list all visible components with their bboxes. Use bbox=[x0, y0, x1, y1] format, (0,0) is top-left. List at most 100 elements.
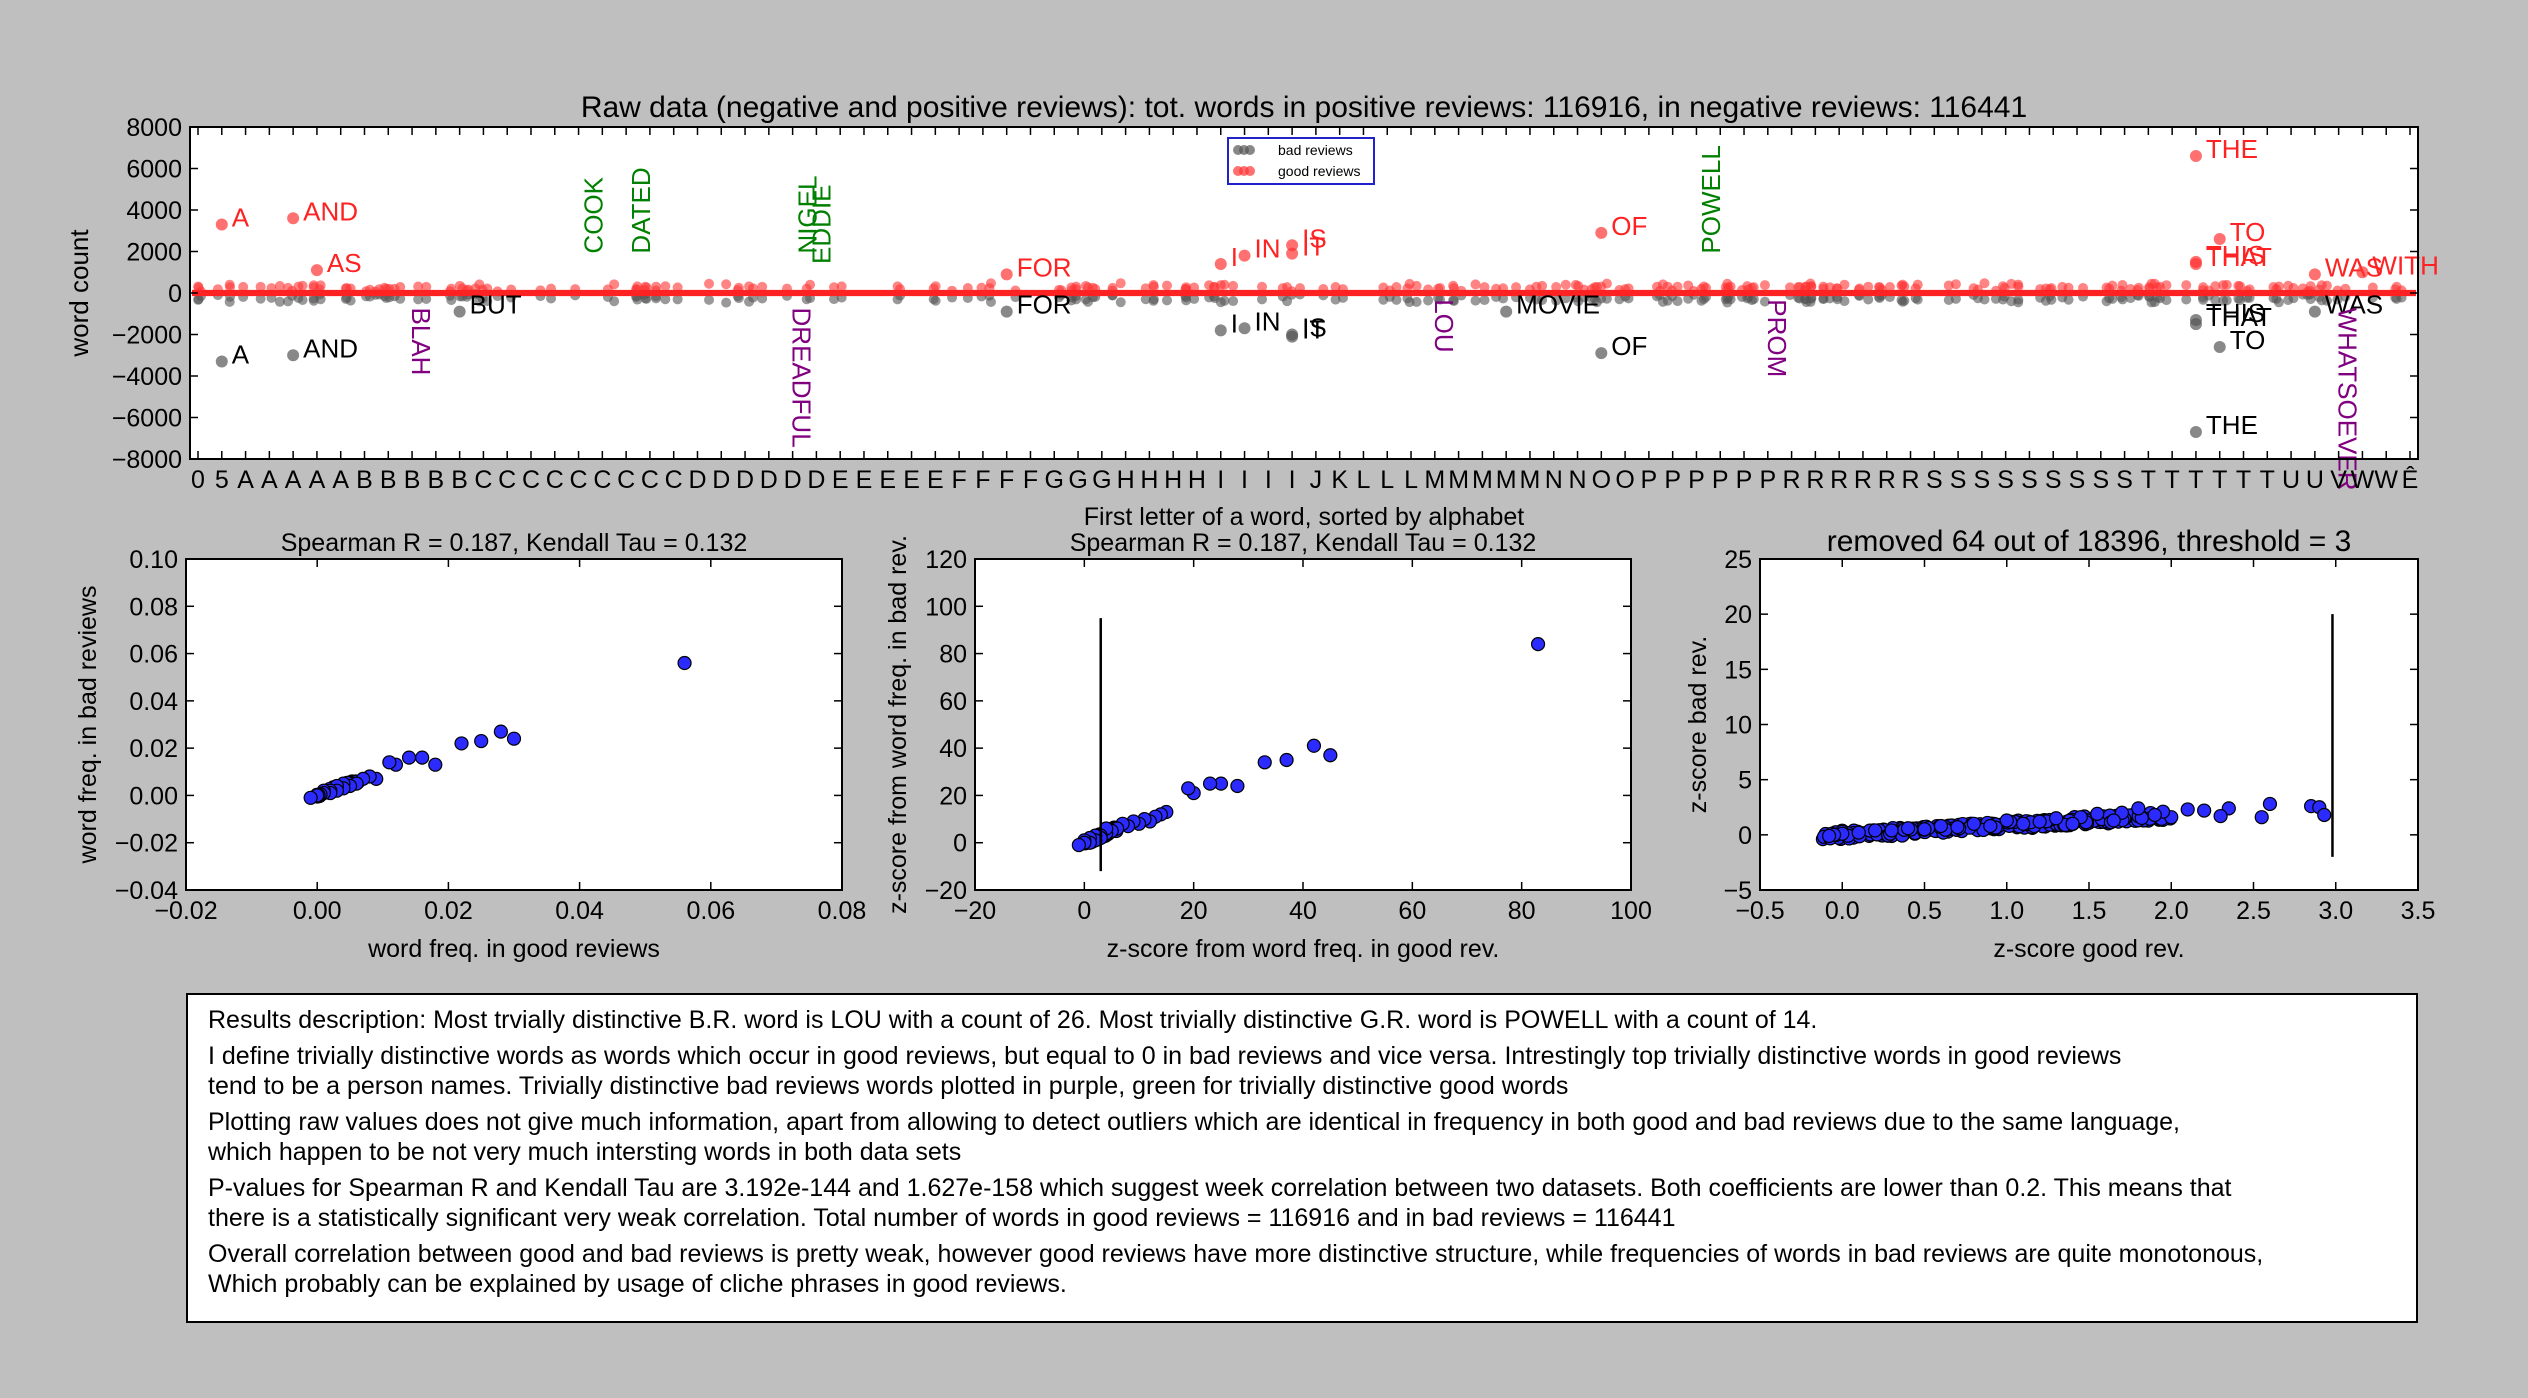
description-paragraph-2: I define trivially distinctive words as … bbox=[208, 1042, 2122, 1100]
good-review-point bbox=[1800, 281, 1811, 292]
x-tick-label: 0.06 bbox=[686, 897, 735, 925]
good-review-point bbox=[651, 281, 662, 292]
x-axis-label: word freq. in good reviews bbox=[367, 935, 660, 963]
x-tick-label: C bbox=[617, 466, 635, 494]
good-review-point bbox=[985, 278, 996, 289]
x-tick-label: 60 bbox=[1398, 897, 1426, 925]
x-tick-label: I bbox=[1241, 466, 1248, 494]
y-tick-label: 120 bbox=[925, 546, 967, 574]
bad-review-point bbox=[274, 296, 285, 307]
bad-review-point bbox=[1330, 294, 1341, 305]
data-point bbox=[2317, 807, 2332, 823]
good-review-point bbox=[308, 282, 319, 293]
x-tick-label: 1.0 bbox=[1989, 897, 2024, 925]
bad-review-point bbox=[1411, 296, 1422, 307]
x-tick-label: S bbox=[2092, 466, 2109, 494]
bad-review-point bbox=[1140, 294, 1151, 305]
bad-review-point bbox=[1614, 294, 1625, 305]
bad-review-point bbox=[1800, 294, 1811, 305]
x-tick-label: C bbox=[522, 466, 540, 494]
x-tick-label: L bbox=[1380, 466, 1394, 494]
x-tick-label: D bbox=[807, 466, 825, 494]
good-review-point bbox=[2308, 268, 2321, 281]
x-tick-label: S bbox=[1926, 466, 1943, 494]
y-tick-label: 10 bbox=[1724, 712, 1752, 740]
y-axis-label: z-score from word freq. in bad rev. bbox=[884, 535, 912, 914]
legend-label-bad: bad reviews bbox=[1278, 142, 1353, 158]
word-label-with: WITH bbox=[2372, 250, 2438, 280]
y-tick-label: −6000 bbox=[112, 405, 182, 433]
good-review-point bbox=[274, 280, 285, 291]
x-tick-label: E bbox=[903, 466, 920, 494]
x-tick-label: T bbox=[2188, 466, 2203, 494]
y-tick-label: 0.08 bbox=[129, 593, 178, 621]
x-tick-label: S bbox=[1950, 466, 1967, 494]
x-tick-label: 0.02 bbox=[424, 897, 473, 925]
good-review-point bbox=[255, 281, 266, 292]
bad-review-point bbox=[1595, 347, 1608, 360]
good-review-point bbox=[1874, 281, 1885, 292]
good-review-point bbox=[1286, 239, 1299, 252]
good-review-point bbox=[1943, 280, 1954, 291]
good-review-point bbox=[1479, 282, 1490, 293]
description-paragraph-5: Overall correlation between good and bad… bbox=[208, 1240, 2264, 1298]
x-tick-label: R bbox=[1854, 466, 1872, 494]
distinctive-word-powell: POWELL bbox=[1696, 145, 1726, 253]
bad-review-point bbox=[829, 294, 840, 305]
bad-review-point bbox=[1238, 322, 1251, 335]
good-review-point bbox=[1286, 247, 1299, 260]
data-point bbox=[2262, 796, 2278, 812]
bad-review-point bbox=[2332, 294, 2343, 305]
x-tick-label: N bbox=[1568, 466, 1586, 494]
x-tick-label: I bbox=[1289, 466, 1296, 494]
bad-review-point bbox=[2308, 305, 2321, 318]
x-tick-label: G bbox=[1068, 466, 1087, 494]
data-point bbox=[1983, 818, 1998, 834]
good-review-point bbox=[757, 281, 768, 292]
x-tick-label: P bbox=[1712, 466, 1729, 494]
word-label-this: THIS bbox=[2206, 298, 2265, 328]
x-tick-label: S bbox=[2116, 466, 2133, 494]
data-point bbox=[1181, 781, 1196, 796]
data-point bbox=[1884, 823, 1899, 838]
plot-area bbox=[186, 559, 842, 890]
x-tick-label: B bbox=[404, 466, 421, 494]
x-tick-label: 2.0 bbox=[2154, 897, 2189, 925]
good-review-point bbox=[704, 278, 715, 289]
bad-review-point bbox=[1148, 295, 1159, 306]
word-label-for: FOR bbox=[1017, 252, 1072, 282]
x-tick-label: K bbox=[1331, 466, 1348, 494]
data-point bbox=[2213, 808, 2228, 824]
word-label-movie: MOVIE bbox=[1516, 290, 1600, 320]
data-point bbox=[454, 736, 469, 751]
word-label-to: TO bbox=[2230, 217, 2266, 247]
bad-review-point bbox=[1189, 293, 1200, 304]
word-label-for: FOR bbox=[1017, 290, 1072, 320]
good-review-point bbox=[1896, 280, 1907, 291]
x-axis-label: First letter of a word, sorted by alphab… bbox=[1084, 503, 1525, 531]
x-tick-label: −20 bbox=[954, 897, 996, 925]
good-review-point bbox=[287, 212, 300, 225]
bad-review-point bbox=[282, 296, 293, 307]
good-review-point bbox=[1863, 281, 1874, 292]
y-tick-label: −8000 bbox=[112, 446, 182, 474]
data-point bbox=[2032, 814, 2047, 829]
x-tick-label: H bbox=[1164, 466, 1182, 494]
x-tick-label: E bbox=[832, 466, 849, 494]
y-tick-label: −2000 bbox=[112, 322, 182, 350]
x-tick-label: C bbox=[665, 466, 683, 494]
bad-review-point bbox=[2189, 426, 2202, 439]
x-tick-label: D bbox=[736, 466, 754, 494]
x-tick-label: M bbox=[1520, 466, 1541, 494]
good-review-point bbox=[2189, 257, 2202, 270]
x-tick-label: V bbox=[2330, 466, 2347, 494]
x-tick-label: 0.08 bbox=[818, 897, 867, 925]
data-point bbox=[1933, 818, 1949, 834]
good-review-point bbox=[421, 281, 432, 292]
good-review-point bbox=[2221, 279, 2232, 290]
x-tick-label: F bbox=[999, 466, 1014, 494]
good-review-point bbox=[1115, 278, 1126, 289]
x-tick-label: W bbox=[2374, 466, 2398, 494]
good-review-point bbox=[2316, 280, 2327, 291]
